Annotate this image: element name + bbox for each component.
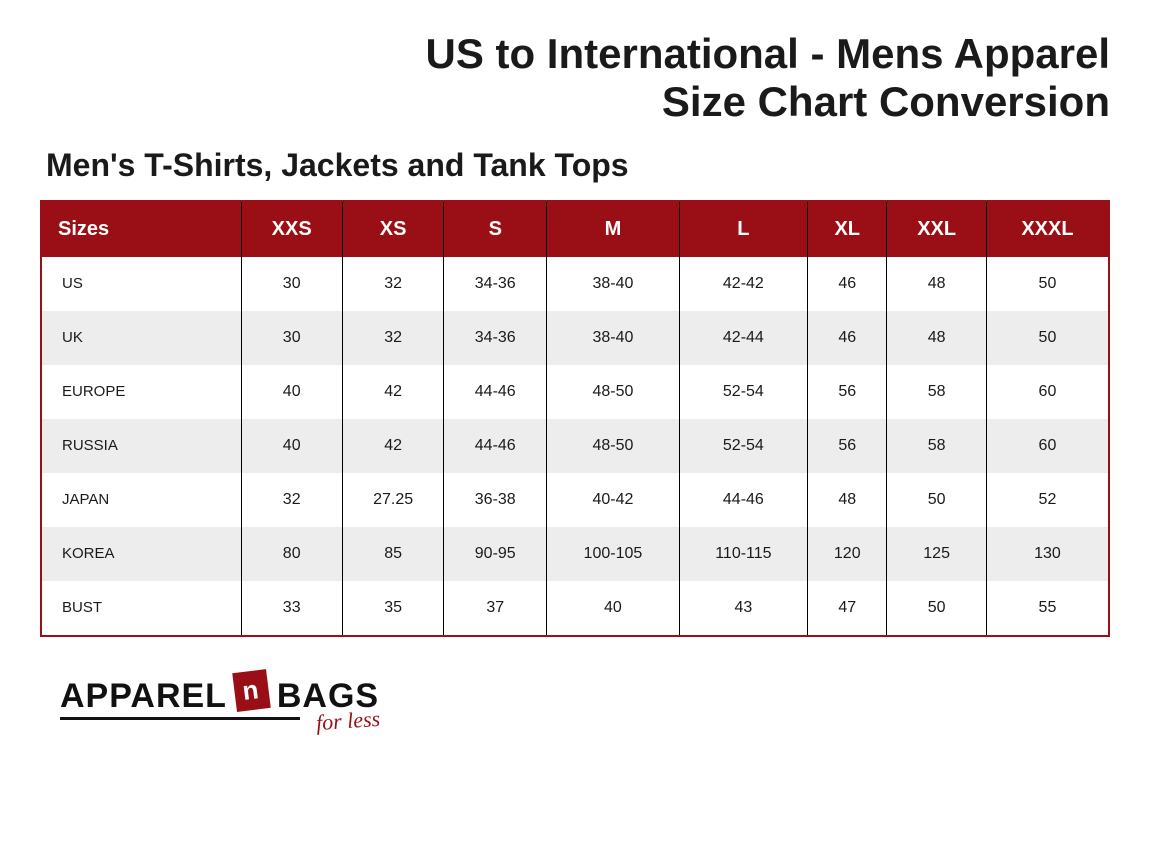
size-cell: 40 [241,419,342,473]
table-row: KOREA808590-95100-105110-115120125130 [41,527,1109,581]
size-cell: 50 [986,257,1109,311]
table-row: RUSSIA404244-4648-5052-54565860 [41,419,1109,473]
row-label: KOREA [41,527,241,581]
size-cell: 55 [986,581,1109,636]
size-cell: 120 [808,527,887,581]
size-cell: 50 [887,581,987,636]
size-cell: 52 [986,473,1109,527]
size-cell: 32 [342,311,443,365]
logo-tagline: for less [315,705,381,735]
table-header: SizesXXSXSSMLXLXXLXXXL [41,201,1109,257]
size-cell: 50 [887,473,987,527]
row-label: US [41,257,241,311]
size-cell: 37 [444,581,547,636]
size-cell: 48-50 [547,419,679,473]
table-column-header: XL [808,201,887,257]
size-chart-table: SizesXXSXSSMLXLXXLXXXL US303234-3638-404… [40,200,1110,637]
size-cell: 40-42 [547,473,679,527]
size-cell: 30 [241,257,342,311]
size-cell: 125 [887,527,987,581]
table-column-header: XXS [241,201,342,257]
size-cell: 27.25 [342,473,443,527]
size-cell: 38-40 [547,311,679,365]
title-line-2: Size Chart Conversion [662,78,1110,125]
size-cell: 52-54 [679,419,808,473]
row-label: RUSSIA [41,419,241,473]
table-row: JAPAN3227.2536-3840-4244-46485052 [41,473,1109,527]
size-cell: 100-105 [547,527,679,581]
table-row: EUROPE404244-4648-5052-54565860 [41,365,1109,419]
size-cell: 110-115 [679,527,808,581]
size-cell: 42-42 [679,257,808,311]
size-cell: 80 [241,527,342,581]
size-cell: 40 [241,365,342,419]
size-cell: 58 [887,419,987,473]
size-cell: 47 [808,581,887,636]
size-cell: 44-46 [444,419,547,473]
size-cell: 44-46 [444,365,547,419]
table-column-header: L [679,201,808,257]
logo-badge-n: n [232,669,270,712]
size-cell: 58 [887,365,987,419]
size-cell: 40 [547,581,679,636]
section-subtitle: Men's T-Shirts, Jackets and Tank Tops [46,147,1110,184]
table-row: BUST3335374043475055 [41,581,1109,636]
logo-underline [60,717,300,720]
size-cell: 90-95 [444,527,547,581]
size-cell: 43 [679,581,808,636]
size-cell: 46 [808,257,887,311]
table-row: US303234-3638-4042-42464850 [41,257,1109,311]
table-body: US303234-3638-4042-42464850UK303234-3638… [41,257,1109,636]
size-cell: 30 [241,311,342,365]
size-cell: 48 [887,311,987,365]
logo-text-apparel: Apparel [60,677,227,716]
brand-logo: Apparel n Bags for less [60,677,440,716]
size-cell: 56 [808,419,887,473]
size-cell: 85 [342,527,443,581]
size-cell: 56 [808,365,887,419]
row-label: JAPAN [41,473,241,527]
size-cell: 42 [342,365,443,419]
table-column-header: XXL [887,201,987,257]
page-title-block: US to International - Mens Apparel Size … [40,30,1110,127]
table-header-label: Sizes [41,201,241,257]
size-cell: 48-50 [547,365,679,419]
size-cell: 35 [342,581,443,636]
row-label: EUROPE [41,365,241,419]
size-cell: 34-36 [444,311,547,365]
size-cell: 60 [986,365,1109,419]
table-column-header: M [547,201,679,257]
size-cell: 48 [808,473,887,527]
size-cell: 46 [808,311,887,365]
title-line-1: US to International - Mens Apparel [425,30,1110,77]
table-row: UK303234-3638-4042-44464850 [41,311,1109,365]
size-cell: 42-44 [679,311,808,365]
size-cell: 32 [342,257,443,311]
size-cell: 48 [887,257,987,311]
table-column-header: XS [342,201,443,257]
size-cell: 44-46 [679,473,808,527]
size-cell: 50 [986,311,1109,365]
table-column-header: S [444,201,547,257]
size-cell: 36-38 [444,473,547,527]
table-column-header: XXXL [986,201,1109,257]
row-label: BUST [41,581,241,636]
size-cell: 52-54 [679,365,808,419]
size-cell: 42 [342,419,443,473]
size-cell: 38-40 [547,257,679,311]
row-label: UK [41,311,241,365]
size-cell: 130 [986,527,1109,581]
size-cell: 60 [986,419,1109,473]
size-cell: 34-36 [444,257,547,311]
size-cell: 32 [241,473,342,527]
page-title: US to International - Mens Apparel Size … [40,30,1110,127]
table-header-row: SizesXXSXSSMLXLXXLXXXL [41,201,1109,257]
size-cell: 33 [241,581,342,636]
